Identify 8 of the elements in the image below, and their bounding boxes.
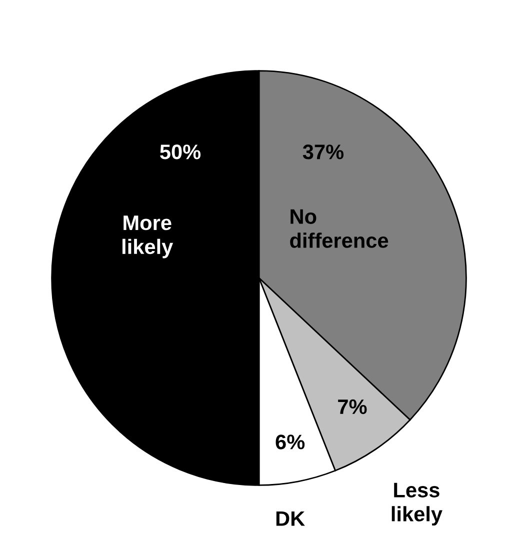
slice-label: DK [276,511,305,526]
data-label: 37% [302,144,344,160]
data-label: 50% [160,144,201,160]
data-label: 6% [276,434,305,450]
slice-label: More likely [122,216,174,258]
data-label: 7% [338,399,367,414]
slice-label: No difference [290,209,388,248]
slice-label: Less likely [392,482,442,526]
